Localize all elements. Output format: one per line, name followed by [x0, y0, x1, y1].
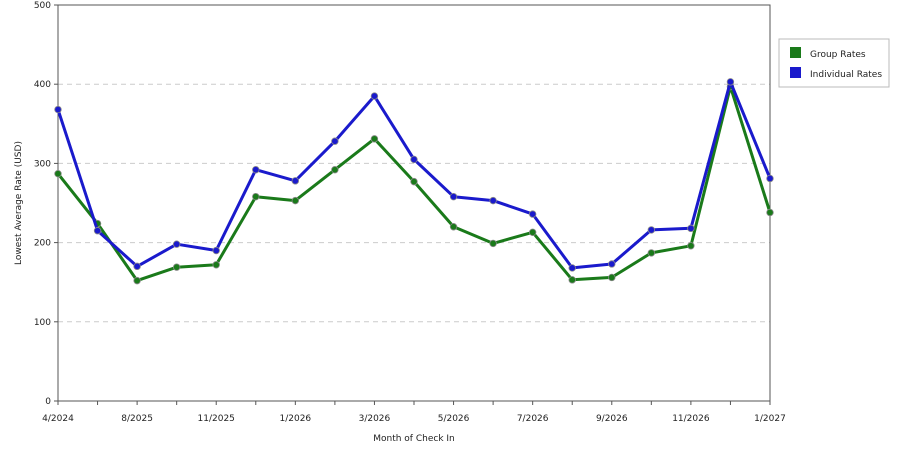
- data-point-group-rates: [449, 223, 458, 231]
- data-point-group-rates: [568, 276, 576, 284]
- data-point-individual-rates: [133, 262, 141, 271]
- data-point-group-rates: [608, 273, 616, 282]
- y-tick-label: 0: [45, 397, 51, 407]
- x-tick-label: 8/2025: [121, 414, 153, 424]
- legend: Group Rates Individual Rates: [778, 38, 890, 88]
- x-tick-label: 1/2026: [279, 414, 311, 424]
- series-lines: [54, 78, 774, 285]
- y-tick-label: 500: [34, 1, 51, 11]
- plot-area: [57, 4, 771, 402]
- data-point-individual-rates: [291, 177, 300, 185]
- y-tick-label: 100: [34, 318, 51, 328]
- data-point-individual-rates: [568, 264, 576, 272]
- data-point-individual-rates: [608, 260, 616, 268]
- data-point-individual-rates: [766, 174, 774, 183]
- data-point-group-rates: [410, 177, 418, 186]
- data-point-individual-rates: [212, 246, 220, 255]
- legend-swatch-group-rates: [790, 47, 801, 58]
- data-point-individual-rates: [528, 210, 537, 218]
- legend-label-individual-rates: Individual Rates: [810, 70, 882, 80]
- data-point-individual-rates: [331, 137, 339, 145]
- gridlines: [58, 83, 770, 323]
- data-point-group-rates: [172, 263, 181, 271]
- x-tick-label: 4/2024: [42, 414, 74, 424]
- x-tick-label: 3/2026: [359, 414, 391, 424]
- x-tick-label: 9/2026: [596, 414, 628, 424]
- x-tick-label: 1/2027: [754, 414, 786, 424]
- data-point-individual-rates: [54, 105, 62, 114]
- data-point-group-rates: [331, 166, 339, 174]
- series-line-individual-rates: [56, 80, 772, 270]
- x-tick-label: 11/2026: [672, 414, 710, 424]
- y-tick-label: 300: [34, 159, 51, 169]
- legend-label-group-rates: Group Rates: [810, 50, 866, 60]
- data-point-group-rates: [252, 192, 260, 201]
- x-axis-title: Month of Check In: [373, 434, 455, 444]
- data-point-group-rates: [133, 276, 141, 285]
- data-point-group-rates: [766, 208, 774, 217]
- y-axis-title: Lowest Average Rate (USD): [14, 141, 24, 265]
- data-point-individual-rates: [489, 196, 497, 205]
- data-point-group-rates: [489, 239, 497, 248]
- x-tick-label: 5/2026: [438, 414, 470, 424]
- data-point-group-rates: [370, 135, 379, 143]
- data-point-individual-rates: [726, 78, 735, 86]
- data-point-individual-rates: [172, 240, 181, 248]
- axes: 0 100 200 300 400 500 4/2024 8/2025 11/2025 1/202…: [34, 1, 786, 424]
- y-tick-label: 400: [34, 80, 51, 90]
- x-tick-label: 11/2025: [198, 414, 235, 424]
- legend-swatch-individual-rates: [790, 67, 801, 78]
- data-point-individual-rates: [370, 92, 379, 100]
- y-tick-label: 200: [34, 239, 51, 249]
- data-point-individual-rates: [449, 192, 458, 201]
- data-point-group-rates: [291, 196, 300, 205]
- data-point-individual-rates: [410, 155, 418, 164]
- data-point-individual-rates: [93, 227, 102, 235]
- data-point-group-rates: [528, 228, 537, 237]
- data-point-group-rates: [212, 261, 220, 269]
- data-point-individual-rates: [647, 226, 656, 234]
- data-point-group-rates: [647, 249, 656, 257]
- data-point-group-rates: [54, 169, 62, 178]
- data-point-group-rates: [687, 242, 695, 250]
- data-point-individual-rates: [252, 166, 260, 174]
- x-tick-label: 7/2026: [517, 414, 549, 424]
- data-point-individual-rates: [687, 224, 695, 233]
